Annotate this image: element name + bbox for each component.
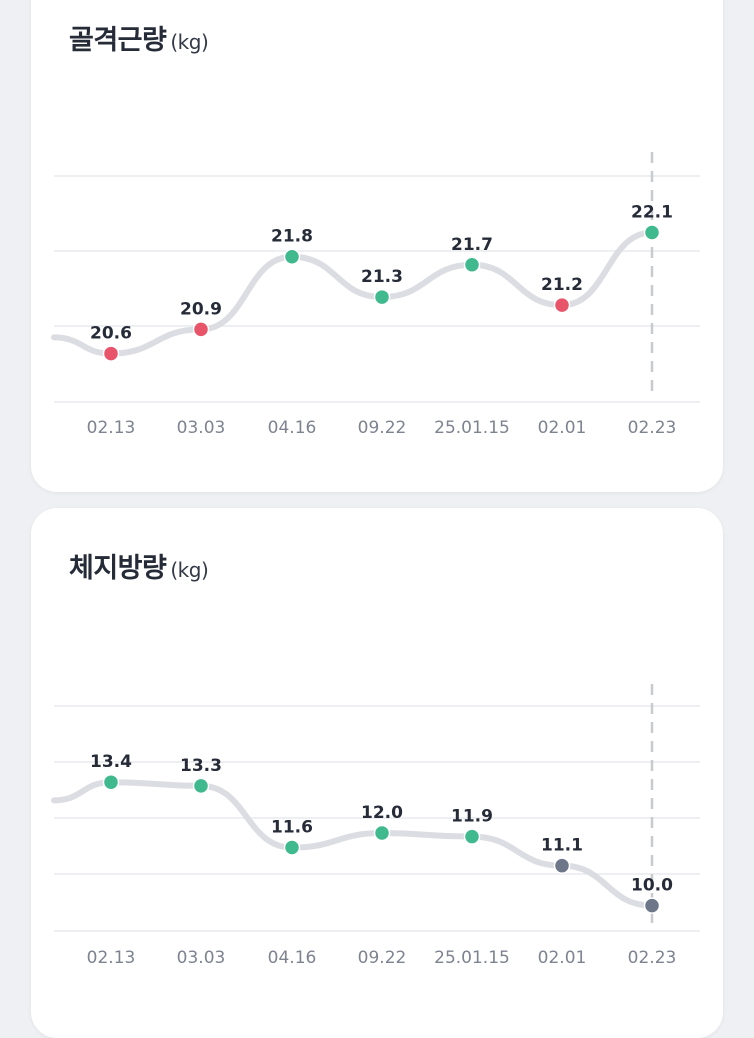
data-point[interactable]: [192, 777, 210, 795]
data-label: 21.2: [541, 275, 583, 295]
data-point[interactable]: [373, 824, 391, 842]
x-tick-label: 03.03: [177, 418, 226, 438]
data-point[interactable]: [283, 248, 301, 265]
x-tick-label: 02.13: [87, 948, 136, 968]
data-point[interactable]: [553, 296, 571, 314]
data-point[interactable]: [553, 857, 571, 874]
data-label: 12.0: [361, 803, 403, 823]
x-tick-label: 03.03: [177, 948, 226, 968]
chart-title: 체지방량 (kg): [69, 553, 209, 584]
data-point[interactable]: [643, 897, 661, 914]
data-point[interactable]: [102, 773, 120, 791]
data-label: 13.4: [90, 752, 132, 772]
data-label: 11.1: [541, 836, 583, 856]
data-point[interactable]: [463, 256, 481, 274]
data-point[interactable]: [192, 321, 210, 338]
data-label: 21.7: [451, 235, 493, 255]
data-label: 20.6: [90, 324, 132, 344]
data-label: 11.6: [271, 818, 313, 838]
x-tick-label: 25.01.15: [434, 418, 510, 438]
x-tick-label: 02.23: [628, 418, 677, 438]
data-label: 21.3: [361, 267, 403, 287]
data-label: 21.8: [271, 227, 313, 247]
skeletal-muscle-chart: 20.6 20.9 21.8 21.3 21.7 21.2 22.1 02.13 03.03 04…: [51, 152, 700, 438]
x-tick-label: 02.01: [538, 418, 587, 438]
data-point[interactable]: [643, 224, 661, 241]
x-tick-label: 02.13: [87, 418, 136, 438]
skeletal-muscle-card: 골격근량 (kg) 20.6 20.9 21.8 21.3 21.7 21.2 22.1 02.…: [31, 0, 723, 492]
data-label: 10.0: [631, 876, 673, 896]
x-tick-label: 25.01.15: [434, 948, 510, 968]
data-point[interactable]: [373, 288, 391, 306]
data-point[interactable]: [463, 828, 481, 845]
data-label: 11.9: [451, 807, 493, 827]
x-tick-label: 02.01: [538, 948, 587, 968]
data-label: 13.3: [180, 756, 222, 776]
x-tick-label: 09.22: [358, 948, 407, 968]
data-label: 20.9: [180, 299, 222, 319]
chart-unit: (kg): [170, 558, 209, 582]
data-point[interactable]: [283, 839, 301, 856]
chart-title: 골격근량 (kg): [69, 25, 209, 56]
x-tick-label: 09.22: [358, 418, 407, 438]
body-fat-card: 체지방량 (kg) 13.4 13.3 11.6 12.0 11.9 11.1 10.0 02.…: [31, 508, 723, 1038]
data-point[interactable]: [102, 345, 120, 362]
x-tick-label: 02.23: [628, 948, 677, 968]
chart-unit: (kg): [170, 30, 209, 54]
x-tick-label: 04.16: [268, 418, 317, 438]
body-fat-chart: 13.4 13.3 11.6 12.0 11.9 11.1 10.0 02.13 03.03 04…: [51, 684, 700, 968]
data-label: 22.1: [631, 203, 673, 223]
x-tick-label: 04.16: [268, 948, 317, 968]
